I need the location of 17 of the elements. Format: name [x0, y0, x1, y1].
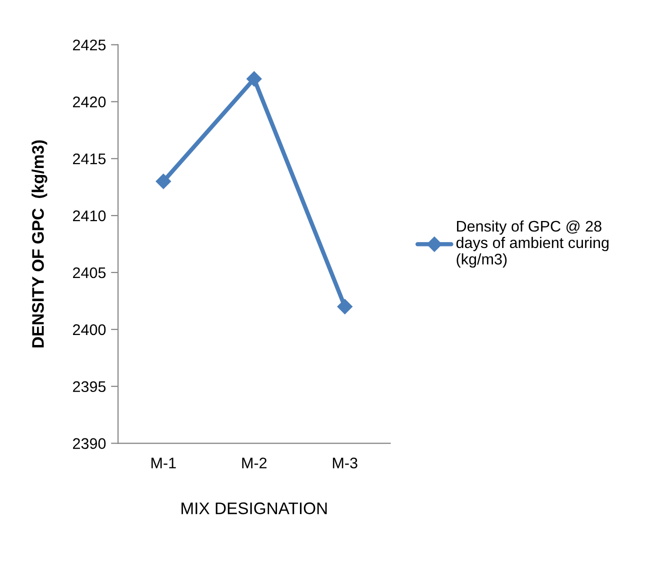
y-tick-label: 2425: [73, 40, 106, 50]
y-axis-title: DENSITY OF GPC (kg/m3): [32, 140, 48, 348]
y-tick-label: 2395: [73, 381, 106, 392]
x-tick-label: M-2: [242, 458, 267, 468]
x-axis-title: MIX DESIGNATION: [182, 502, 327, 514]
point: [337, 299, 352, 314]
y-tick-label: 2415: [73, 153, 106, 164]
y-tick-label: 2390: [73, 438, 106, 449]
y-tick-label: 2400: [73, 324, 106, 336]
x-tick-label: M-3: [332, 458, 358, 468]
y-tick-label: 2420: [73, 96, 106, 108]
point: [246, 71, 262, 86]
y-tick-label: 2410: [73, 210, 106, 222]
point: [156, 174, 171, 189]
y-tick-label: 2405: [73, 267, 106, 278]
legend-label: Density of GPC @ 28 days of ambient curing (kg/m3): [456, 220, 609, 268]
x-tick-label: M-1: [152, 458, 176, 468]
